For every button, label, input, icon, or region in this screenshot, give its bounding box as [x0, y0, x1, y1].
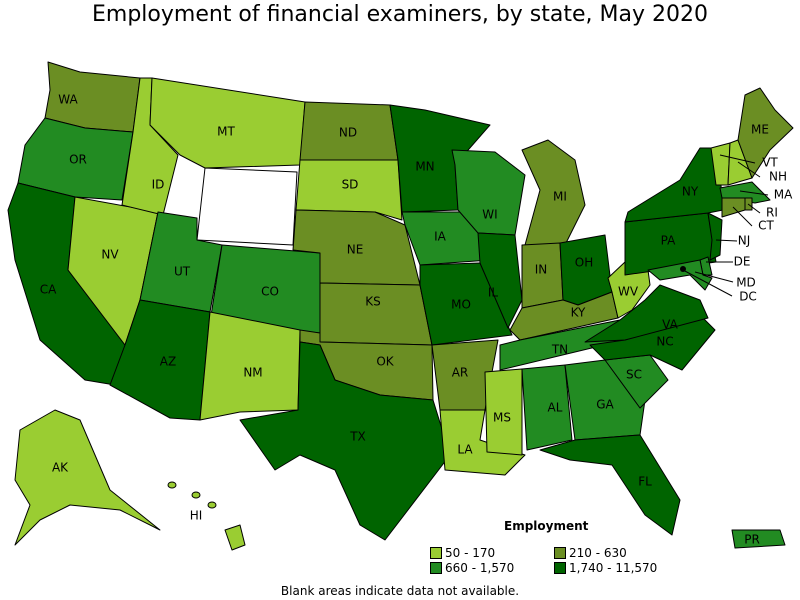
- legend-label: 210 - 630: [569, 546, 627, 560]
- leader-line-RI: [747, 203, 761, 214]
- legend-label: 660 - 1,570: [445, 561, 515, 575]
- legend-item: 210 - 630: [554, 546, 627, 560]
- state-label-VT: VT: [762, 156, 778, 170]
- state-label-MI: MI: [553, 190, 567, 204]
- state-NY: [624, 147, 724, 223]
- state-label-NV: NV: [101, 248, 119, 262]
- state-SD: [295, 159, 403, 221]
- state-WV: [607, 261, 651, 319]
- state-label-NJ: NJ: [738, 234, 751, 248]
- state-label-IA: IA: [434, 230, 447, 244]
- state-label-ND: ND: [339, 126, 357, 140]
- state-label-IL: IL: [488, 286, 499, 300]
- state-MS: [484, 368, 523, 456]
- state-label-UT: UT: [174, 265, 191, 279]
- state-label-SC: SC: [626, 368, 642, 382]
- state-label-DE: DE: [734, 255, 751, 269]
- state-label-DC: DC: [739, 290, 757, 304]
- state-label-MD: MD: [736, 276, 756, 290]
- state-label-WV: WV: [618, 285, 639, 299]
- legend-item: 50 - 170: [430, 546, 495, 560]
- state-label-AR: AR: [452, 366, 469, 380]
- state-label-VA: VA: [662, 318, 678, 332]
- state-label-CA: CA: [40, 283, 57, 297]
- state-label-PR: PR: [744, 533, 760, 547]
- state-label-MN: MN: [415, 160, 434, 174]
- state-label-AK: AK: [52, 461, 69, 475]
- state-label-GA: GA: [596, 398, 614, 412]
- state-label-ID: ID: [152, 178, 165, 192]
- state-WY: [196, 167, 298, 246]
- state-HI-island: [207, 501, 217, 509]
- state-label-OH: OH: [575, 256, 593, 270]
- state-label-LA: LA: [457, 443, 473, 457]
- state-HI-island: [167, 481, 177, 489]
- legend-item: 1,740 - 11,570: [554, 561, 657, 575]
- legend-item: 660 - 1,570: [430, 561, 514, 575]
- leader-line-NH: [737, 161, 761, 178]
- state-label-CT: CT: [758, 219, 774, 233]
- state-label-MT: MT: [217, 125, 235, 139]
- leader-line-VT: [719, 154, 756, 164]
- state-MI: [521, 139, 586, 246]
- leader-line-MA: [739, 190, 769, 196]
- state-label-FL: FL: [638, 475, 652, 489]
- state-label-AL: AL: [548, 401, 563, 415]
- state-OR: [17, 117, 134, 201]
- state-AL: [521, 364, 573, 451]
- state-label-OK: OK: [376, 355, 394, 369]
- state-label-RI: RI: [766, 206, 778, 220]
- state-label-MA: MA: [774, 188, 793, 202]
- legend-title: Employment: [504, 519, 589, 533]
- state-label-KY: KY: [571, 306, 586, 320]
- state-label-NY: NY: [682, 185, 699, 199]
- state-FL: [539, 434, 681, 536]
- leader-line-CT: [732, 206, 753, 227]
- legend-label: 1,740 - 11,570: [569, 561, 658, 575]
- state-label-NC: NC: [656, 335, 673, 349]
- state-label-IN: IN: [535, 263, 548, 277]
- legend-swatch: [554, 562, 566, 574]
- leader-line-DC: [682, 269, 733, 297]
- state-HI-island: [191, 491, 201, 499]
- leader-line-MD: [694, 271, 734, 283]
- state-label-AZ: AZ: [160, 355, 176, 369]
- state-AK: [14, 409, 161, 546]
- state-IL: [477, 232, 523, 329]
- state-label-OR: OR: [69, 153, 87, 167]
- state-label-SD: SD: [342, 178, 359, 192]
- state-label-ME: ME: [751, 123, 769, 137]
- state-label-PA: PA: [661, 234, 676, 248]
- state-NM: [199, 311, 301, 421]
- legend-swatch: [554, 547, 566, 559]
- state-HI: [224, 524, 246, 551]
- legend-label: 50 - 170: [445, 546, 496, 560]
- state-LA: [439, 409, 526, 476]
- state-VA: [584, 284, 709, 343]
- legend-swatch: [430, 547, 442, 559]
- state-PR: [731, 529, 786, 549]
- state-label-NH: NH: [769, 170, 787, 184]
- leader-line-NJ: [715, 239, 738, 242]
- map-title: Employment of financial examiners, by st…: [92, 2, 708, 27]
- state-KS: [319, 282, 433, 346]
- state-label-NM: NM: [243, 366, 262, 380]
- state-label-TN: TN: [551, 343, 568, 357]
- state-label-MO: MO: [451, 298, 471, 312]
- legend-swatch: [430, 562, 442, 574]
- state-NJ: [707, 212, 723, 261]
- state-label-TX: TX: [349, 430, 366, 444]
- state-label-WI: WI: [482, 208, 497, 222]
- state-label-NE: NE: [347, 243, 364, 257]
- state-label-KS: KS: [365, 295, 381, 309]
- state-label-WA: WA: [58, 93, 78, 107]
- footnote: Blank areas indicate data not available.: [280, 584, 520, 598]
- state-TX: [239, 341, 451, 541]
- state-label-CO: CO: [261, 285, 279, 299]
- state-label-MS: MS: [493, 411, 511, 425]
- state-label-HI: HI: [190, 509, 203, 523]
